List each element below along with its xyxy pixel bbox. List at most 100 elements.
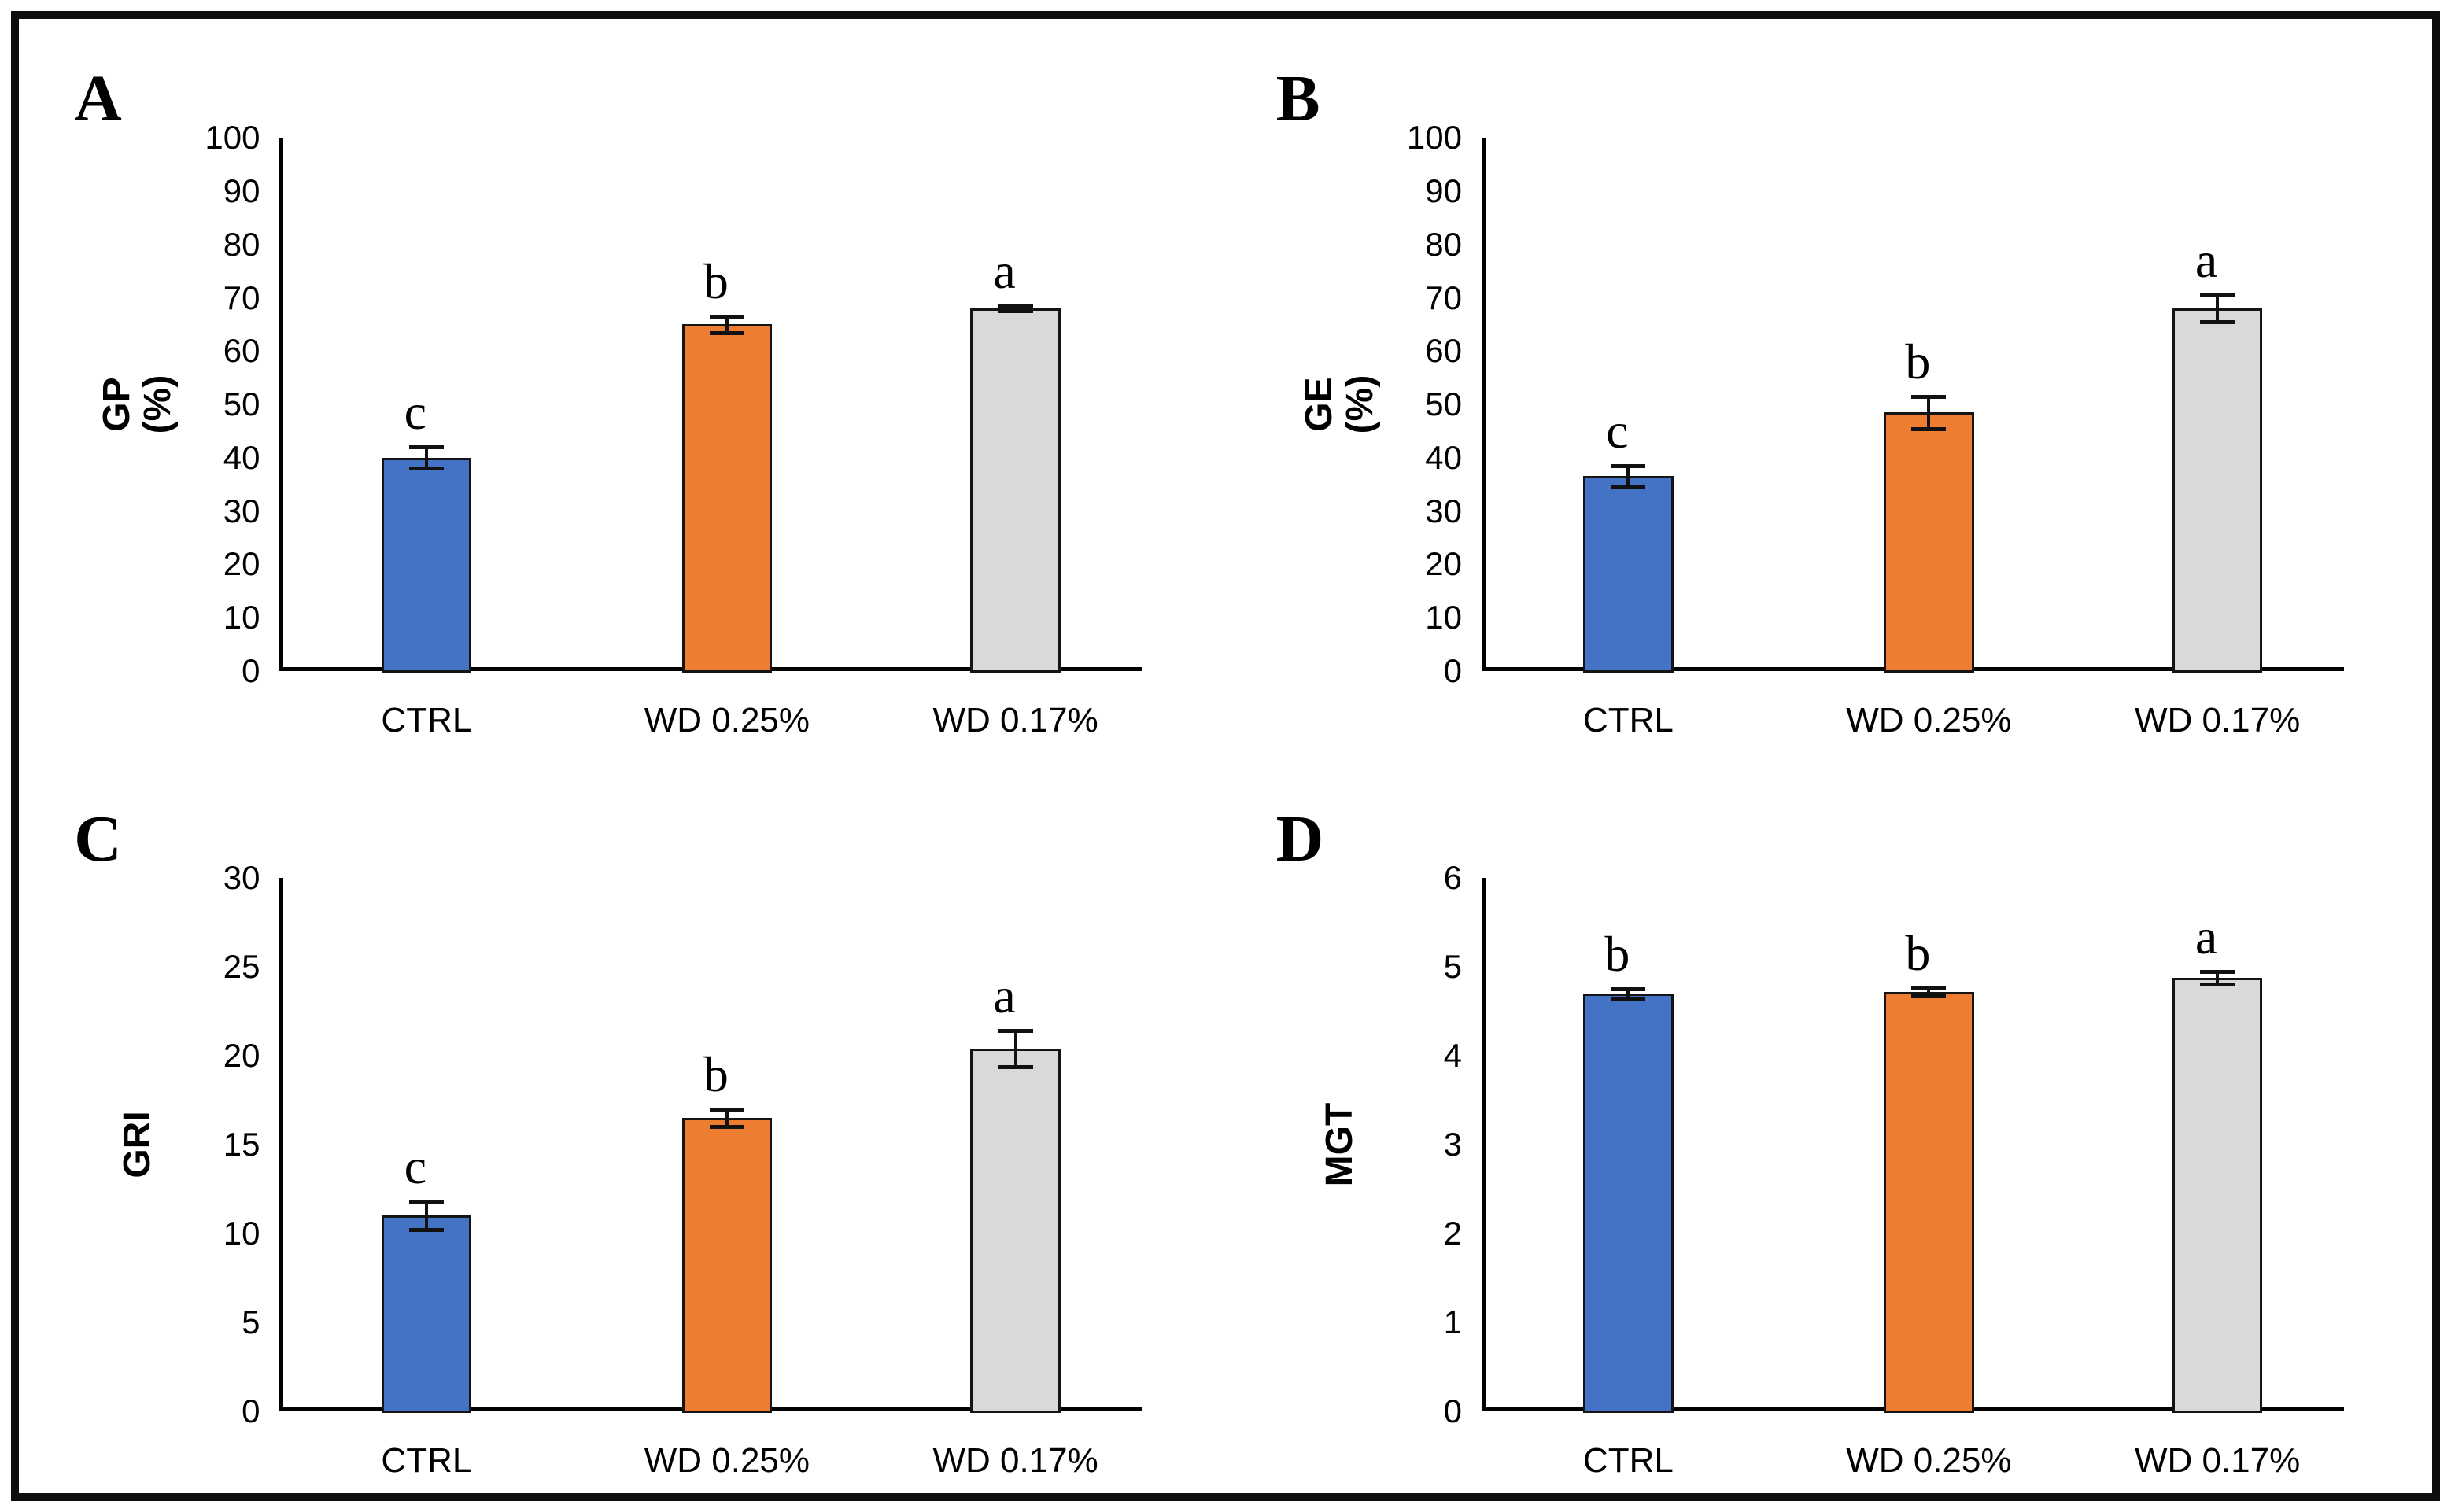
- y-tick-label: 80: [223, 225, 260, 263]
- y-tick-label: 15: [223, 1126, 260, 1164]
- y-axis-title: GRI: [116, 1111, 159, 1178]
- y-tick-label: 20: [223, 545, 260, 583]
- significance-letter: b: [703, 253, 729, 310]
- y-tick-label: 90: [1425, 172, 1462, 210]
- y-tick-label: 5: [242, 1303, 260, 1341]
- error-bar-cap-bottom: [709, 1125, 744, 1130]
- error-bar-line: [424, 447, 428, 469]
- bar-ctrl: [381, 457, 472, 673]
- error-bar-cap-bottom: [2200, 982, 2235, 986]
- error-bar-cap-top: [998, 304, 1033, 308]
- y-tick-label: 10: [223, 1214, 260, 1252]
- significance-letter: a: [2194, 908, 2218, 964]
- panel-letter-c: C: [74, 802, 122, 876]
- bar-wd-0-17-: [970, 308, 1061, 673]
- error-bar-cap-bottom: [998, 1064, 1033, 1069]
- x-category-label: CTRL: [1582, 1441, 1674, 1481]
- panel-a: A 0 10 20 30 40 50 60 70 80 90 100 GP (%) c CTRL b WD 0.…: [24, 16, 1226, 756]
- y-axis-title: GP (%): [96, 375, 179, 434]
- bar-wd-0-25-: [681, 1118, 773, 1413]
- y-axis-title-line: MGT: [1318, 1102, 1360, 1187]
- y-tick-label: 70: [1425, 278, 1462, 316]
- bar-wd-0-25-: [1884, 991, 1974, 1413]
- panel-grid: A 0 10 20 30 40 50 60 70 80 90 100 GP (%) c CTRL b WD 0.…: [24, 16, 2427, 1496]
- y-tick-label: 100: [205, 119, 260, 157]
- x-category-label: WD 0.25%: [1846, 1441, 2012, 1481]
- y-axis-title-line: GRI: [116, 1111, 159, 1178]
- x-category-label: CTRL: [381, 1441, 472, 1481]
- y-tick-label: 60: [223, 332, 260, 370]
- error-bar-cap-bottom: [408, 467, 444, 471]
- y-tick-label: 1: [1443, 1303, 1462, 1341]
- error-bar-cap-bottom: [1911, 426, 1947, 431]
- x-category-label: WD 0.25%: [644, 701, 810, 740]
- error-bar-cap-top: [1911, 986, 1947, 991]
- y-tick-label: 30: [223, 492, 260, 529]
- y-tick-label: 80: [1425, 225, 1462, 263]
- panel-c: C 0 5 10 15 20 25 30 GRI c CTRL b WD 0.25% a WD 0.17%: [24, 756, 1226, 1496]
- significance-letter: a: [2194, 232, 2218, 289]
- bar-wd-0-25-: [681, 324, 773, 673]
- error-bar-line: [424, 1201, 428, 1230]
- error-bar-cap-top: [1611, 463, 1646, 468]
- bar-wd-0-25-: [1884, 412, 1974, 673]
- y-tick-label: 10: [223, 599, 260, 636]
- x-category-label: WD 0.17%: [2134, 701, 2301, 740]
- bar-ctrl: [1583, 994, 1674, 1413]
- significance-letter: b: [703, 1045, 729, 1102]
- significance-letter: a: [993, 968, 1016, 1024]
- error-bar-line: [1626, 465, 1630, 488]
- y-tick-label: 60: [1425, 332, 1462, 370]
- error-bar-cap-bottom: [1611, 485, 1646, 490]
- y-tick-label: 25: [223, 948, 260, 986]
- significance-letter: c: [404, 1138, 427, 1195]
- error-bar-line: [1927, 396, 1931, 429]
- y-axis-title-line: GP: [96, 377, 138, 432]
- y-tick-label: 2: [1443, 1214, 1462, 1252]
- y-axis-title-line: GE: [1297, 377, 1340, 432]
- y-tick-label: 0: [242, 1392, 260, 1429]
- y-tick-label: 0: [1443, 651, 1462, 689]
- bar-wd-0-17-: [2172, 308, 2263, 673]
- bar-wd-0-17-: [2172, 977, 2263, 1413]
- error-bar-line: [1927, 988, 1931, 996]
- significance-letter: a: [993, 242, 1016, 299]
- x-category-label: CTRL: [381, 701, 472, 740]
- bar-ctrl: [1583, 476, 1674, 673]
- error-bar-cap-bottom: [408, 1228, 444, 1233]
- error-bar-line: [725, 1108, 729, 1127]
- panel-letter-b: B: [1275, 61, 1320, 135]
- significance-letter: b: [1905, 925, 1931, 982]
- panel-letter-d: D: [1275, 802, 1324, 876]
- panel-d: D 0 1 2 3 4 5 6 MGT b CTRL b WD 0.25% a WD 0.17%: [1226, 756, 2428, 1496]
- y-tick-label: 4: [1443, 1037, 1462, 1075]
- error-bar-line: [1013, 1031, 1017, 1067]
- y-tick-label: 70: [223, 278, 260, 316]
- y-tick-label: 100: [1406, 119, 1462, 157]
- significance-letter: b: [1905, 333, 1931, 389]
- error-bar-line: [2216, 971, 2220, 984]
- bar-wd-0-17-: [970, 1049, 1061, 1413]
- y-axis-title: GE (%): [1297, 375, 1381, 434]
- bar-ctrl: [381, 1215, 472, 1413]
- x-category-label: WD 0.17%: [2134, 1441, 2301, 1481]
- error-bar-line: [1626, 989, 1630, 998]
- y-tick-label: 50: [223, 385, 260, 423]
- y-tick-label: 30: [223, 859, 260, 897]
- y-axis-title: MGT: [1318, 1102, 1360, 1187]
- error-bar-cap-top: [998, 1029, 1033, 1034]
- y-tick-label: 90: [223, 172, 260, 210]
- error-bar-cap-top: [709, 1107, 744, 1112]
- y-tick-label: 3: [1443, 1126, 1462, 1164]
- error-bar-cap-bottom: [2200, 320, 2235, 324]
- y-tick-label: 20: [223, 1037, 260, 1075]
- error-bar-cap-top: [1911, 394, 1947, 399]
- x-category-label: WD 0.17%: [932, 701, 1098, 740]
- y-tick-label: 10: [1425, 599, 1462, 636]
- error-bar-line: [2216, 295, 2220, 322]
- y-tick-label: 40: [223, 438, 260, 476]
- y-tick-label: 0: [242, 651, 260, 689]
- x-category-label: WD 0.25%: [1846, 701, 2012, 740]
- error-bar-cap-top: [408, 1200, 444, 1204]
